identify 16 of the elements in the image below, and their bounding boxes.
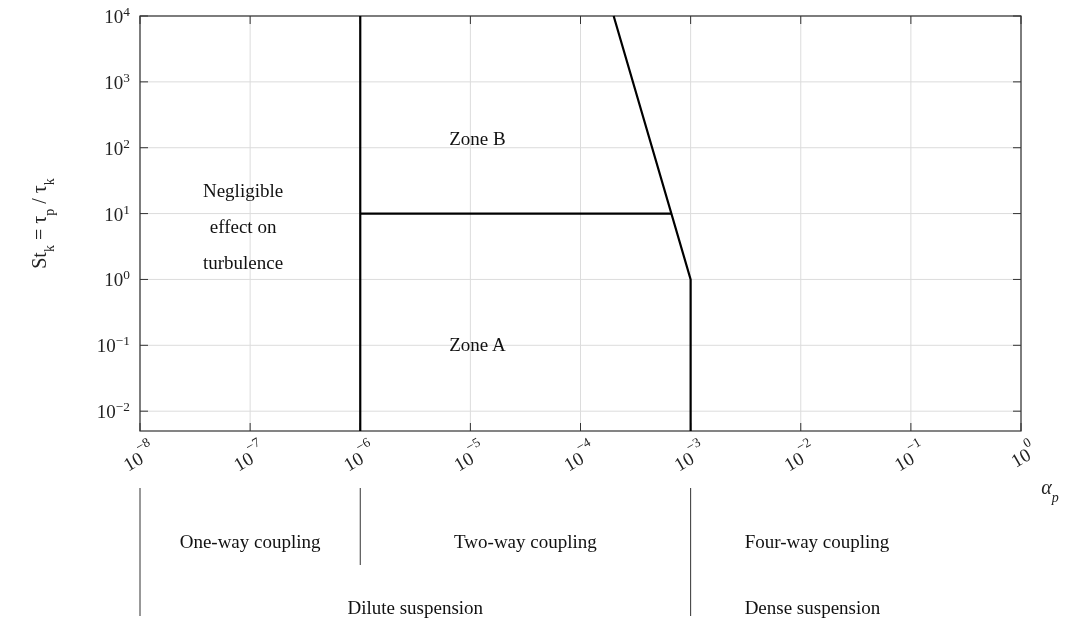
text: Dense suspension [744,597,881,618]
text: Four-way coupling [744,531,890,552]
y-tick-label: 10$^{1}$ [104,201,130,225]
annotation: Zone A [449,333,506,355]
text: Dilute suspension [347,597,484,618]
y-tick-label: 10$^{−1}$ [96,332,130,357]
y-tick-label: 10$^{4}$ [104,3,131,27]
y-tick-label: 10$^{2}$ [104,135,130,159]
annotation: Zone B [449,128,506,150]
annotation: Negligible effect on turbulence [202,179,284,273]
x-axis-title: α$_{p}$ [1041,476,1059,505]
text: Two-way coupling [454,531,598,552]
y-tick-label: 10$^{0}$ [104,266,131,291]
y-tick-label: 10$^{3}$ [104,69,131,93]
text: One-way coupling [179,531,322,552]
y-tick-label: 10$^{−2}$ [96,398,130,423]
